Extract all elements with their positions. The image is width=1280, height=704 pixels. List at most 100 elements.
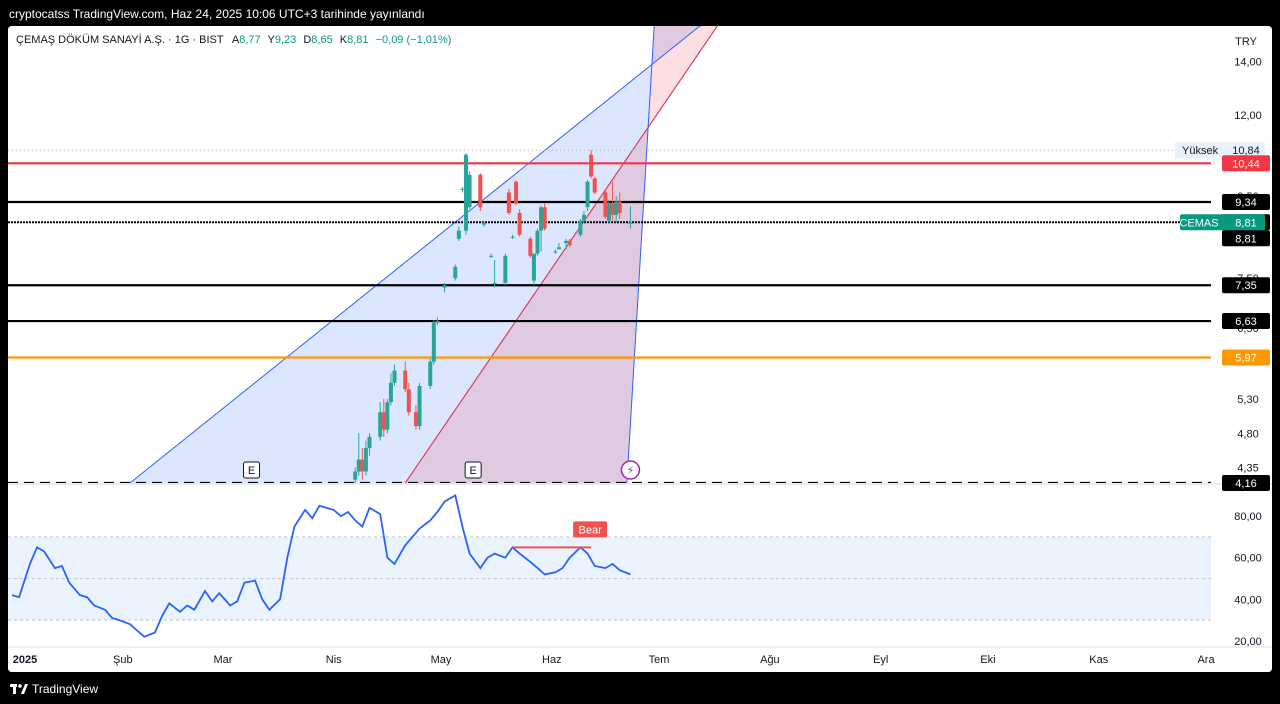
high-marker-box (1175, 142, 1265, 159)
time-tick-label: Ağu (760, 654, 780, 666)
event-marker-label: ⚡ (627, 465, 635, 477)
line-value-label: 10,44 (1232, 158, 1260, 170)
fan-red-ray[interactable] (404, 26, 723, 483)
candle (581, 214, 586, 221)
candle (356, 459, 361, 472)
candle (428, 361, 433, 386)
candle (535, 230, 540, 254)
candles (353, 150, 633, 483)
candle (478, 174, 483, 208)
price-tick-label: 12,00 (1234, 110, 1262, 122)
fan-blue-ray[interactable] (626, 26, 656, 483)
candle (460, 188, 465, 190)
time-tick-label: Haz (542, 654, 562, 666)
bear-label-box (573, 521, 608, 538)
time-tick-label: Mar (213, 654, 232, 666)
fib-fan[interactable] (129, 26, 727, 483)
legend: ÇEMAŞ DÖKÜM SANAYİ A.Ş. · 1G · BIST A8,7… (16, 33, 451, 46)
line-value-label-box (1222, 313, 1270, 330)
earnings-marker[interactable] (243, 461, 261, 479)
candle (413, 412, 418, 427)
line-value-label: 9,34 (1235, 197, 1256, 209)
candle (492, 282, 497, 284)
time-tick-label: Ara (1197, 654, 1215, 666)
candle (553, 251, 558, 253)
rsi-line[interactable] (11, 494, 631, 638)
candle (453, 266, 458, 279)
time-axis[interactable]: 2025 Şub Mar Nis May Haz Tem Ağu Eyl Eki Kas Ara (13, 654, 1216, 666)
candle (564, 240, 569, 244)
candle (367, 436, 372, 449)
legend-open-label: A (232, 34, 240, 46)
candle (628, 222, 633, 224)
fan-blue-ray[interactable] (129, 26, 727, 483)
time-tick-label: Eki (980, 654, 995, 666)
candle (481, 222, 486, 225)
rsi-tick-label: 80,00 (1234, 511, 1262, 523)
line-value-label: 7,35 (1235, 280, 1256, 292)
line-value-label: 5,97 (1235, 352, 1256, 364)
legend-close-label: K (340, 34, 348, 46)
candle (378, 412, 383, 437)
tradingview-brand-label: TradingView (32, 682, 99, 696)
price-tick-label: 4,35 (1237, 462, 1258, 474)
currency-label: TRY (1235, 36, 1257, 48)
time-tick-label: May (431, 654, 452, 666)
footer: TradingView (0, 672, 1280, 704)
event-marker-label: E (469, 465, 476, 477)
line-value-label: 4,16 (1235, 478, 1256, 490)
rsi-pane[interactable]: Bear (8, 494, 1211, 638)
price-tick-label: 4,80 (1237, 428, 1258, 440)
current-price-value: 8,81 (1235, 217, 1256, 229)
legend-symbol: ÇEMAŞ DÖKÜM SANAYİ A.Ş. · 1G · BIST (16, 33, 224, 46)
candle (506, 192, 511, 213)
line-value-label-box (1222, 349, 1270, 366)
candle (517, 212, 522, 235)
event-markers[interactable]: E E ⚡ (243, 460, 641, 480)
candle (556, 247, 561, 250)
legend-low-label: D (303, 34, 311, 46)
chart-canvas[interactable]: EE⚡ Bear 14,0012,0010,509,508,817,506,50… (8, 26, 1272, 672)
candle (406, 389, 411, 413)
candle (567, 240, 572, 246)
time-tick-label: Eyl (873, 654, 888, 666)
rsi-tick-label: 20,00 (1234, 636, 1262, 648)
candle (603, 192, 608, 217)
rsi-tick-label: 40,00 (1234, 594, 1262, 606)
candle (617, 201, 622, 213)
candle (592, 178, 597, 193)
chart-frame: EE⚡ Bear 14,0012,0010,509,508,817,506,50… (8, 26, 1272, 672)
bear-label: Bear (579, 524, 603, 536)
candle (363, 448, 368, 472)
line-value-label-box (1222, 277, 1270, 294)
legend-high: 9,23 (275, 34, 296, 46)
current-price-box (1180, 214, 1265, 231)
tradingview-logo-icon (10, 684, 28, 694)
publish-info: cryptocatss TradingView.com, Haz 24, 202… (9, 7, 425, 21)
candle (542, 207, 547, 229)
current-price-symbol: CEMAS (1179, 217, 1218, 229)
line-value-label: 6,63 (1235, 316, 1256, 328)
candle (442, 285, 447, 288)
candle (353, 471, 358, 480)
earnings-marker[interactable] (464, 461, 482, 479)
candle (510, 236, 515, 238)
dividend-marker[interactable] (620, 460, 641, 480)
close-tag: 8,81 (1235, 233, 1256, 245)
candle (381, 412, 386, 430)
candle (385, 402, 390, 430)
candle (388, 382, 393, 403)
candle (531, 253, 536, 281)
tradingview-brand[interactable]: TradingView (10, 682, 98, 696)
candle (503, 255, 508, 283)
line-value-label-box (1222, 155, 1270, 172)
candle (456, 230, 461, 239)
candle (610, 203, 615, 215)
candle (467, 174, 472, 208)
event-marker-label: E (248, 465, 255, 477)
time-tick-label: Kas (1089, 654, 1108, 666)
candle (578, 220, 583, 235)
rsi-tick-label: 60,00 (1234, 553, 1262, 565)
time-tick-label: Şub (113, 654, 133, 666)
